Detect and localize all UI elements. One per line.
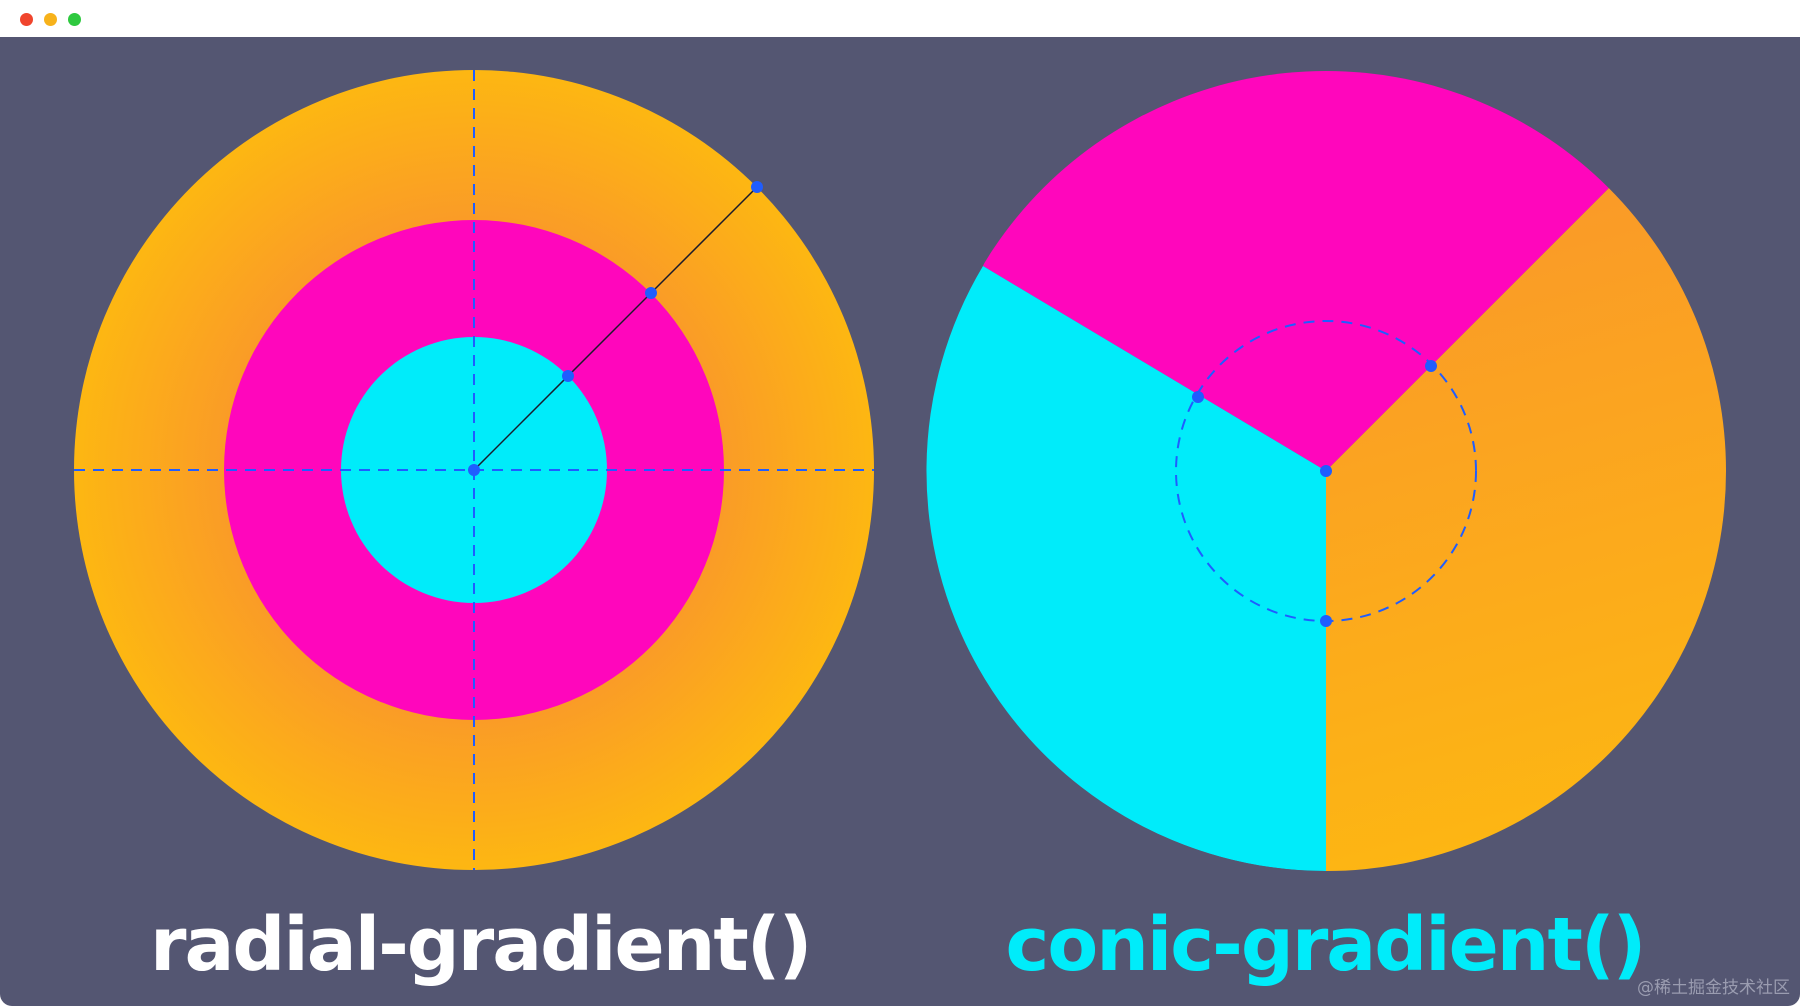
diagram-canvas: radial-gradient() conic-gradient() @稀土掘金… [0, 37, 1800, 1006]
radial-stop-point [751, 181, 763, 193]
conic-stop-point [1192, 391, 1204, 403]
maximize-window-button[interactable] [68, 13, 81, 26]
conic-stop-point [1425, 360, 1437, 372]
minimize-window-button[interactable] [44, 13, 57, 26]
conic-right-sector [1326, 143, 1726, 871]
radial-gradient-label: radial-gradient() [150, 902, 812, 988]
conic-guides [1175, 320, 1477, 627]
conic-center-point [1320, 465, 1332, 477]
window-titlebar [0, 0, 1800, 37]
close-window-button[interactable] [20, 13, 33, 26]
radial-center-point [468, 464, 480, 476]
conic-gradient-label: conic-gradient() [1005, 902, 1647, 988]
conic-top-sector [983, 71, 1654, 471]
radial-stop-point [562, 370, 574, 382]
conic-stop-point [1320, 615, 1332, 627]
conic-gradient-figure [926, 71, 1726, 871]
radial-radius-line [473, 186, 758, 471]
radial-stop-point [645, 287, 657, 299]
gradient-diagram [74, 70, 1726, 871]
radial-gradient-figure [74, 70, 874, 870]
watermark: @稀土掘金技术社区 [1637, 978, 1790, 998]
conic-left-sector [926, 266, 1326, 871]
